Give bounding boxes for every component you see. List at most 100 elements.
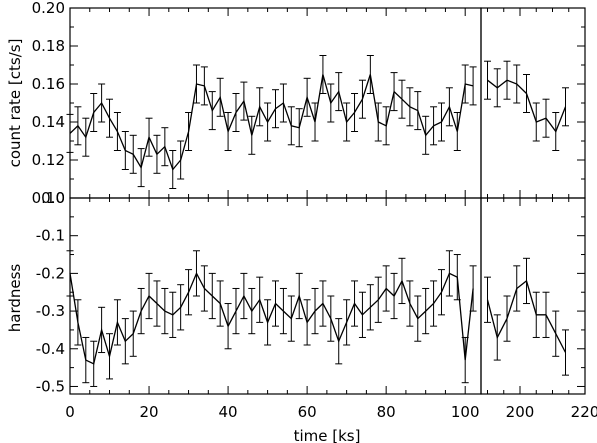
data-point-errorbar xyxy=(382,265,390,312)
data-point-errorbar xyxy=(414,91,422,131)
count-rate-panel: 0.10 0.12 0.14 0.16 0.18 0.20 xyxy=(32,0,586,207)
data-point-errorbar xyxy=(358,291,366,338)
x-tick-label: 40 xyxy=(219,403,238,421)
data-point-errorbar xyxy=(398,257,406,305)
data-point-errorbar xyxy=(279,287,287,335)
data-point-errorbar xyxy=(327,83,335,123)
y-tick-label: 0.12 xyxy=(32,151,65,169)
data-point-errorbar xyxy=(437,269,445,316)
data-point-errorbar xyxy=(390,272,398,320)
y-tick-label: 0.0 xyxy=(41,189,65,207)
data-point-errorbar xyxy=(484,276,491,323)
data-point-errorbar xyxy=(461,64,469,104)
data-point-errorbar xyxy=(513,265,521,312)
y-tick-label: 0.16 xyxy=(32,75,65,93)
data-point-errorbar xyxy=(232,93,240,132)
data-point-errorbar xyxy=(82,336,90,384)
data-point-errorbar xyxy=(113,299,121,346)
data-point-errorbar xyxy=(562,87,569,127)
data-point-errorbar xyxy=(503,60,511,100)
x-tick-label: 100 xyxy=(451,403,480,421)
data-point-errorbar xyxy=(248,115,256,155)
plot-frame xyxy=(480,197,586,395)
data-point-errorbar xyxy=(177,284,185,331)
x-tick-label: 200 xyxy=(506,403,535,421)
data-point-errorbar xyxy=(382,106,390,146)
data-point-errorbar xyxy=(185,269,193,316)
data-point-errorbar xyxy=(327,295,335,342)
data-point-errorbar xyxy=(129,310,137,357)
data-point-errorbar xyxy=(398,79,406,119)
time-axis: 0 20 40 60 80 100 200 220 xyxy=(65,403,597,421)
x-tick-label: 220 xyxy=(571,403,597,421)
data-point-errorbar xyxy=(90,340,98,387)
data-point-errorbar xyxy=(90,93,98,132)
data-point-errorbar xyxy=(562,329,569,376)
x-tick-label: 0 xyxy=(65,403,75,421)
data-point-errorbar xyxy=(493,314,501,361)
data-point-errorbar xyxy=(145,272,153,320)
data-point-errorbar xyxy=(208,272,216,320)
series-line xyxy=(69,271,474,365)
data-point-errorbar xyxy=(523,74,530,113)
x-tick-label: 80 xyxy=(377,403,396,421)
data-point-errorbar xyxy=(453,112,461,151)
data-point-errorbar xyxy=(523,257,530,305)
data-point-errorbar xyxy=(200,66,208,106)
data-point-errorbar xyxy=(98,83,106,123)
data-point-errorbar xyxy=(98,306,106,354)
data-point-errorbar xyxy=(66,250,74,297)
data-point-errorbar xyxy=(437,102,445,142)
count-rate-axis-label: count rate [cts/s] xyxy=(6,39,24,168)
hardness-axis-label: hardness xyxy=(6,264,24,333)
data-point-errorbar xyxy=(295,272,303,320)
data-point-errorbar xyxy=(493,68,501,108)
x-tick-label: 20 xyxy=(139,403,158,421)
data-point-errorbar xyxy=(343,299,351,346)
data-point-errorbar xyxy=(366,284,374,331)
data-point-errorbar xyxy=(279,83,287,123)
data-point-errorbar xyxy=(552,310,560,357)
data-point-errorbar xyxy=(106,333,114,380)
y-tick-label: -0.3 xyxy=(36,302,65,320)
data-point-errorbar xyxy=(121,318,129,365)
data-point-errorbar xyxy=(422,115,430,155)
hardness-panel: -0.5 -0.4 -0.3 -0.2 -0.1 0.0 xyxy=(36,189,586,395)
data-point-errorbar xyxy=(169,150,177,189)
data-point-errorbar xyxy=(121,131,129,170)
data-point-errorbar xyxy=(208,91,216,131)
data-point-errorbar xyxy=(374,276,382,323)
data-point-errorbar xyxy=(106,98,114,138)
y-tick-label: 0.20 xyxy=(32,0,65,17)
data-point-errorbar xyxy=(319,55,327,94)
data-point-errorbar xyxy=(414,295,422,342)
data-point-errorbar xyxy=(74,299,82,346)
data-point-errorbar xyxy=(542,98,550,138)
data-point-errorbar xyxy=(335,318,343,365)
data-point-errorbar xyxy=(542,291,550,338)
data-point-errorbar xyxy=(430,106,438,146)
data-point-errorbar xyxy=(503,295,511,342)
data-point-errorbar xyxy=(216,77,224,117)
data-point-errorbar xyxy=(552,112,560,151)
data-point-errorbar xyxy=(532,102,540,142)
data-point-errorbar xyxy=(445,87,453,127)
data-point-errorbar xyxy=(248,287,256,335)
data-point-errorbar xyxy=(137,287,145,335)
data-point-errorbar xyxy=(351,93,359,132)
y-tick-label: -0.5 xyxy=(36,377,65,395)
data-point-errorbar xyxy=(216,280,224,327)
series-line xyxy=(69,74,474,171)
data-point-errorbar xyxy=(453,254,461,301)
data-point-errorbar xyxy=(272,89,279,129)
data-point-errorbar xyxy=(484,60,491,100)
data-point-errorbar xyxy=(74,106,82,146)
x-tick-label: 60 xyxy=(298,403,317,421)
y-tick-label: -0.1 xyxy=(36,227,65,245)
y-tick-label: 0.10 xyxy=(32,189,65,207)
data-point-errorbar xyxy=(406,280,414,327)
data-point-errorbar xyxy=(272,280,279,327)
data-point-errorbar xyxy=(469,66,477,106)
data-point-errorbar xyxy=(256,276,264,323)
